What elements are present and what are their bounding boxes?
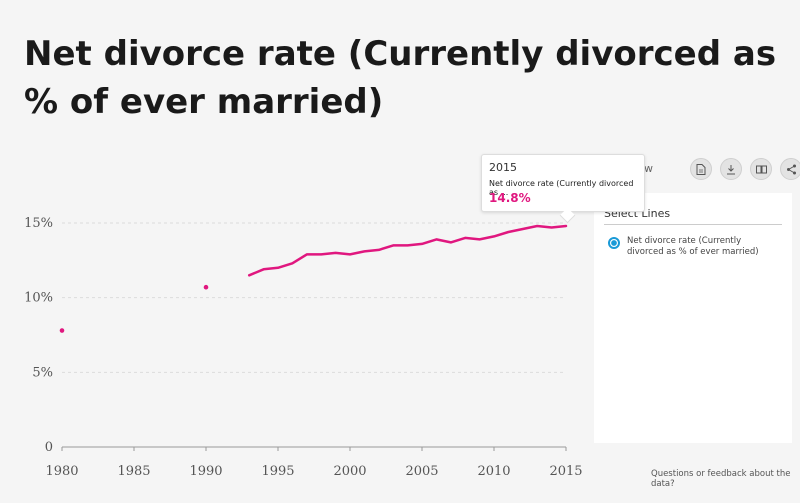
tooltip-value: 14.8% [489,191,531,205]
legend-item-net-divorce-rate[interactable]: Net divorce rate (Currently divorced as … [608,236,777,258]
download-icon[interactable] [720,158,742,180]
x-tick-label: 1980 [45,464,78,479]
share-icon[interactable] [780,158,800,180]
tooltip-year: 2015 [489,161,517,174]
view-label: w [644,162,653,175]
feedback-link[interactable]: Questions or feedback about the data? [651,469,791,489]
x-tick-label: 2010 [477,464,510,479]
data-point [59,328,65,333]
x-tick-label: 2015 [549,464,582,479]
data-tooltip: 2015 Net divorce rate (Currently divorce… [481,154,645,212]
tooltip-series-name: Net divorce rate (Currently divorced as … [489,179,634,197]
radio-selected-icon[interactable] [608,237,620,249]
series-line [247,224,568,277]
page-title: Net divorce rate (Currently divorced as … [24,34,777,122]
y-tick-label: 5% [32,365,53,380]
y-tick-label: 15% [24,216,53,231]
x-tick-label: 1995 [261,464,294,479]
book-icon[interactable] [750,158,772,180]
x-tick-label: 2005 [405,464,438,479]
y-tick-label: 0 [45,440,53,455]
data-point [203,284,209,290]
y-tick-label: 10% [24,291,53,306]
x-tick-label: 2000 [333,464,366,479]
x-tick-label: 1985 [117,464,150,479]
line-selector-panel: Select Lines Net divorce rate (Currently… [594,193,792,443]
panel-divider [604,224,782,225]
pdf-icon[interactable] [690,158,712,180]
x-tick-label: 1990 [189,464,222,479]
chart-toolbar [690,158,800,180]
legend-item-label: Net divorce rate (Currently divorced as … [627,236,759,257]
